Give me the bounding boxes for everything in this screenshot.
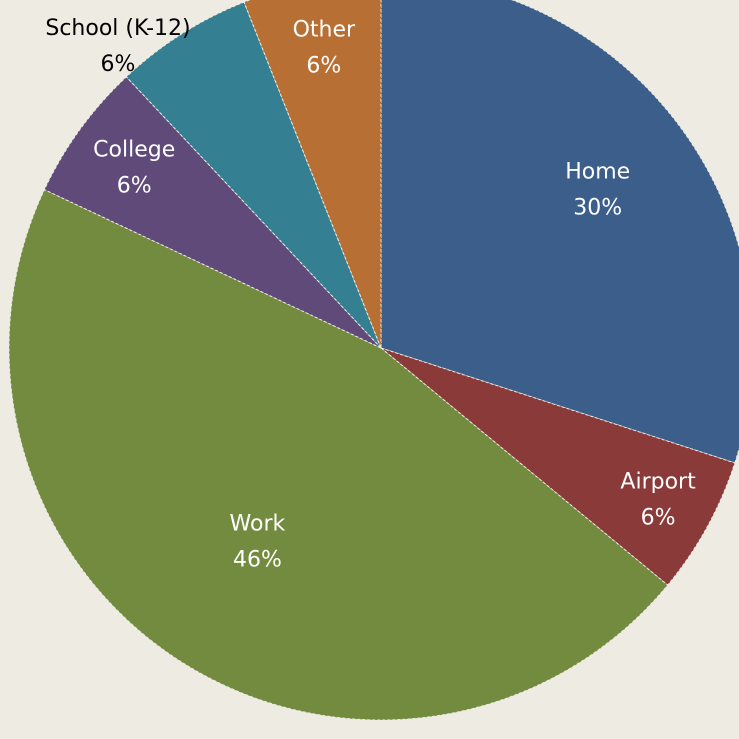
pie-slice (380, 347, 736, 586)
slice-value-label: 6% (641, 505, 676, 530)
slice-value-label: 46% (233, 548, 282, 573)
pie-slice (243, 0, 382, 349)
slice-value-label: 6% (101, 52, 136, 77)
slice-value-label: 30% (573, 196, 622, 221)
pie (8, 0, 739, 721)
pie-slice (43, 76, 382, 349)
slice-label: Other (293, 17, 356, 42)
slice-label: Airport (620, 469, 696, 494)
pie-slice (8, 188, 669, 721)
slice-label: College (93, 138, 175, 163)
pie-slice (380, 0, 739, 464)
slice-label: School (K-12) (45, 16, 190, 41)
pie-slice (125, 1, 382, 349)
slice-label: Work (230, 512, 286, 537)
slice-label: Home (565, 160, 630, 185)
slice-value-label: 6% (117, 174, 152, 199)
labels: Home 30% Airport 6% Work 46% College 6% School (… (45, 16, 696, 573)
slice-value-label: 6% (306, 53, 341, 78)
